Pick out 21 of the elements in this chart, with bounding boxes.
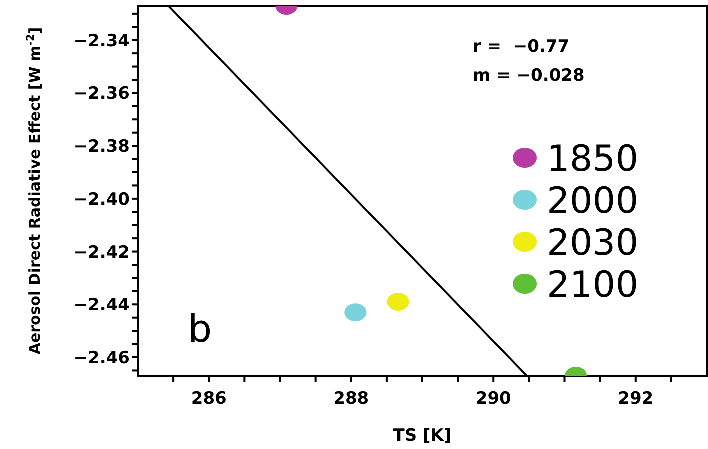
point — [387, 293, 410, 311]
legend-label: 2030 — [547, 223, 639, 264]
annotation: r = −0.77 — [473, 37, 570, 57]
y-tick-label: −2.46 — [74, 348, 130, 369]
y-tick-label: −2.44 — [74, 296, 130, 316]
x-tick-label: 288 — [334, 389, 370, 410]
legend-label: 1850 — [547, 139, 639, 180]
point — [344, 304, 367, 322]
legend-label: 2000 — [547, 181, 639, 222]
y-tick-label: −2.34 — [74, 31, 130, 52]
x-tick-label: 290 — [476, 389, 512, 410]
legend-label: 2100 — [547, 265, 639, 306]
x-axis-title: TS [K] — [393, 426, 452, 446]
y-tick-label: −2.42 — [74, 242, 130, 263]
annotation: b — [188, 307, 212, 351]
y-tick-label: −2.40 — [74, 190, 130, 210]
y-tick-label: −2.36 — [74, 84, 130, 104]
y-tick-label: −2.38 — [74, 137, 130, 158]
x-tick-label: 286 — [191, 389, 227, 410]
x-tick-label: 292 — [618, 389, 654, 410]
annotation: m = −0.028 — [473, 66, 585, 86]
